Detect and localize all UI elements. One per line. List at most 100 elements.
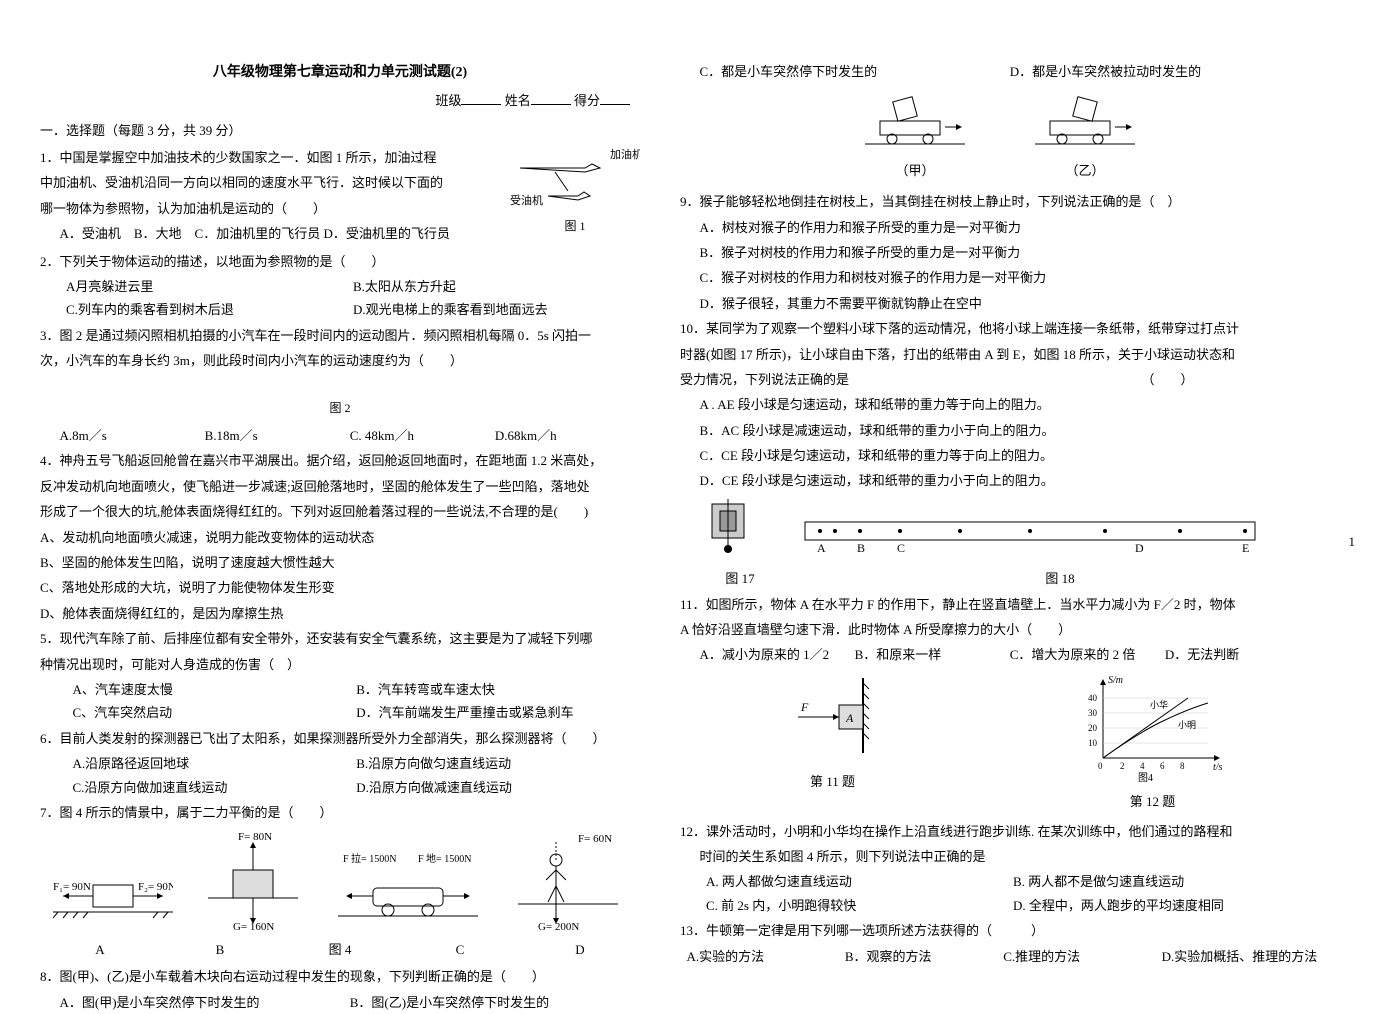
svg-text:20: 20 [1088, 723, 1098, 733]
label-name: 姓名 [505, 93, 531, 108]
fig1-label-top: 加油机 [610, 147, 640, 161]
q7-c-fb: F 地= 1500N [418, 852, 471, 865]
q13-d: D.实验加概括、推理的方法 [1162, 945, 1320, 968]
q2-c: C.列车内的乘客看到树木后退 [66, 298, 353, 321]
svg-text:40: 40 [1088, 693, 1098, 703]
figure-1: 加油机 受油机 图 1 [510, 146, 640, 238]
label-class: 班级 [435, 93, 461, 108]
q12-l2: 时间的关生系如图 4 所示，则下列说法中正确的是 [700, 845, 1321, 868]
graph-below: 图4 [1138, 772, 1153, 783]
q11-d: D．无法判断 [1165, 643, 1320, 666]
q8-c: C．都是小车突然停下时发生的 [700, 60, 1010, 83]
q8-b: B．图(乙)是小车突然停下时发生的 [350, 991, 640, 1014]
q6-a: A.沿原路径返回地球 [73, 752, 357, 775]
q4-l1: 4．神舟五号飞船返回舱曾在嘉兴市平湖展出。据介绍，返回舱返回地面时，在距地面 1… [40, 449, 640, 472]
q11-b: B．和原来一样 [855, 643, 1010, 666]
tape-E: E [1242, 541, 1249, 554]
label-score: 得分 [574, 93, 600, 108]
q7-label-b: B [160, 938, 280, 961]
q5-d: D．汽车前端发生严重撞击或紧急刹车 [356, 701, 640, 724]
q11-fig-A: A [845, 711, 854, 725]
q6-d: D.沿原方向做减速直线运动 [356, 776, 640, 799]
figure-12-caption: 第 12 题 [1078, 790, 1228, 813]
q6-c: C.沿原方向做加速直线运动 [73, 776, 357, 799]
q6-stem: 6．目前人类发射的探测器已飞出了太阳系，如果探测器所受外力全部消失，那么探测器将… [40, 727, 640, 750]
q5-a: A、汽车速度太慢 [73, 678, 357, 701]
q2-d: D.观光电梯上的乘客看到地面远去 [353, 298, 640, 321]
tape-B: B [857, 541, 865, 554]
q13-stem: 13．牛顿第一定律是用下列哪一选项所述方法获得的（ ） [680, 919, 1320, 942]
figure-8: （甲） （乙） [680, 91, 1320, 182]
q13-b: B．观察的方法 [845, 945, 1003, 968]
q3-c: C. 48km／h [350, 424, 495, 447]
q7-b-g: G= 160N [233, 921, 274, 930]
q7-b-f: F= 80N [238, 831, 272, 843]
figure-17-caption: 图 17 [680, 567, 800, 590]
svg-text:0: 0 [1098, 761, 1103, 771]
q7-stem: 7．图 4 所示的情景中，属于二力平衡的是（ ） [40, 801, 640, 824]
q10-d: D．CE 段小球是匀速运动，球和纸带的重力小于向上的阻力。 [680, 469, 1320, 492]
q3-l1: 3．图 2 是通过频闪照相机拍摄的小汽车在一段时间内的运动图片．频闪照相机每隔 … [40, 324, 640, 347]
q5-l1: 5．现代汽车除了前、后排座位都有安全带外，还安装有安全气囊系统，这主要是为了减轻… [40, 627, 640, 650]
q7-d-g: G= 200N [538, 921, 579, 930]
svg-text:8: 8 [1180, 761, 1185, 771]
q8-a: A．图(甲)是小车突然停下时发生的 [60, 991, 350, 1014]
q3-a: A.8m／s [60, 424, 205, 447]
q10-a: A . AE 段小球是匀速运动，球和纸带的重力等于向上的阻力。 [680, 393, 1320, 416]
q12-d: D. 全程中，两人跑步的平均速度相同 [1013, 894, 1320, 917]
q11-fig-F: F [800, 700, 809, 714]
q12-c: C. 前 2s 内，小明跑得较快 [706, 894, 1013, 917]
figure-17-18: A B C D E [680, 499, 1320, 561]
q11-l1: 11．如图所示，物体 A 在水平力 F 的作用下，静止在竖直墙壁上．当水平力减小… [680, 593, 1320, 616]
q8-d: D．都是小车突然被拉动时发生的 [1010, 60, 1320, 83]
q4-c: C、落地处形成的大坑，说明了力能使物体发生形变 [40, 576, 640, 599]
fig8-cap-a: （甲） [860, 159, 970, 182]
fig1-label-bot: 受油机 [510, 193, 543, 207]
svg-text:6: 6 [1160, 761, 1165, 771]
q11-c: C．增大为原来的 2 倍 [1010, 643, 1165, 666]
q4-l2: 反冲发动机向地面喷火，使飞船进一步减速;返回舱落地时，坚固的舱体发生了一些凹陷，… [40, 475, 640, 498]
figure-1-caption: 图 1 [510, 216, 640, 238]
q10-l3: 受力情况，下列说法正确的是 （ ） [680, 368, 1320, 391]
header-blanks: 班级 姓名 得分 [40, 89, 640, 112]
q7-label-c: C [400, 938, 520, 961]
q5-c: C、汽车突然启动 [73, 701, 357, 724]
q9-a: A．树枝对猴子的作用力和猴子所受的重力是一对平衡力 [680, 216, 1320, 239]
svg-text:10: 10 [1088, 738, 1098, 748]
q7-label-a: A [40, 938, 160, 961]
q6-b: B.沿原方向做匀速直线运动 [356, 752, 640, 775]
q9-d: D．猴子很轻，其重力不需要平衡就钩静止在空中 [680, 292, 1320, 315]
q3-l2: 次，小汽车的车身长约 3m，则此段时间内小汽车的运动速度约为（ ） [40, 349, 640, 372]
tape-A: A [817, 541, 826, 554]
graph-name2: 小明 [1178, 720, 1196, 730]
figure-4: F₁= 90N F₂= 90N F= 80N G= 160N [40, 830, 640, 938]
graph-ylabel: S/m [1108, 675, 1123, 686]
graph-xlabel: t/s [1213, 762, 1223, 773]
q9-b: B．猴子对树枝的作用力和猴子所受的重力是一对平衡力 [680, 241, 1320, 264]
q3-d: D.68km／h [495, 424, 640, 447]
q8-stem: 8．图(甲)、(乙)是小车载着木块向右运动过程中发生的现象，下列判断正确的是（ … [40, 965, 640, 988]
graph-name1: 小华 [1150, 699, 1168, 710]
figure-11-caption: 第 11 题 [773, 770, 893, 793]
q5-l2: 种情况出现时，可能对人身造成的伤害（ ） [40, 653, 640, 676]
q13-a: A.实验的方法 [687, 945, 845, 968]
figure-18-caption: 图 18 [800, 567, 1320, 590]
q7-d-f: F= 60N [578, 833, 612, 845]
svg-text:30: 30 [1088, 708, 1098, 718]
q4-l3: 形成了一个很大的坑,舱体表面烧得红红的。下列对返回舱着落过程的一些说法,不合理的… [40, 500, 640, 523]
q2-stem: 2．下列关于物体运动的描述，以地面为参照物的是（ ） [40, 250, 640, 273]
q4-b: B、坚固的舱体发生凹陷，说明了速度越大惯性越大 [40, 551, 640, 574]
q12-l1: 12．课外活动时，小明和小华均在操作上沿直线进行跑步训练. 在某次训练中，他们通… [680, 820, 1320, 843]
q12-b: B. 两人都不是做匀速直线运动 [1013, 870, 1320, 893]
section-1-heading: 一．选择题（每题 3 分，共 39 分） [40, 119, 640, 142]
tape-D: D [1135, 541, 1144, 554]
q11-l2: A 恰好沿竖直墙壁匀速下滑．此时物体 A 所受摩擦力的大小（ ） [680, 618, 1320, 641]
q4-a: A、发动机向地面喷火减速，说明力能改变物体的运动状态 [40, 526, 640, 549]
q7-a-f2: F₂= 90N [138, 881, 173, 893]
q7-a-f1: F₁= 90N [53, 881, 91, 893]
figure-4-caption: 图 4 [280, 938, 400, 961]
tape-C: C [897, 541, 905, 554]
q7-c-fa: F 拉= 1500N [343, 852, 396, 865]
page-number: 1 [1349, 530, 1356, 553]
q7-label-d: D [520, 938, 640, 961]
